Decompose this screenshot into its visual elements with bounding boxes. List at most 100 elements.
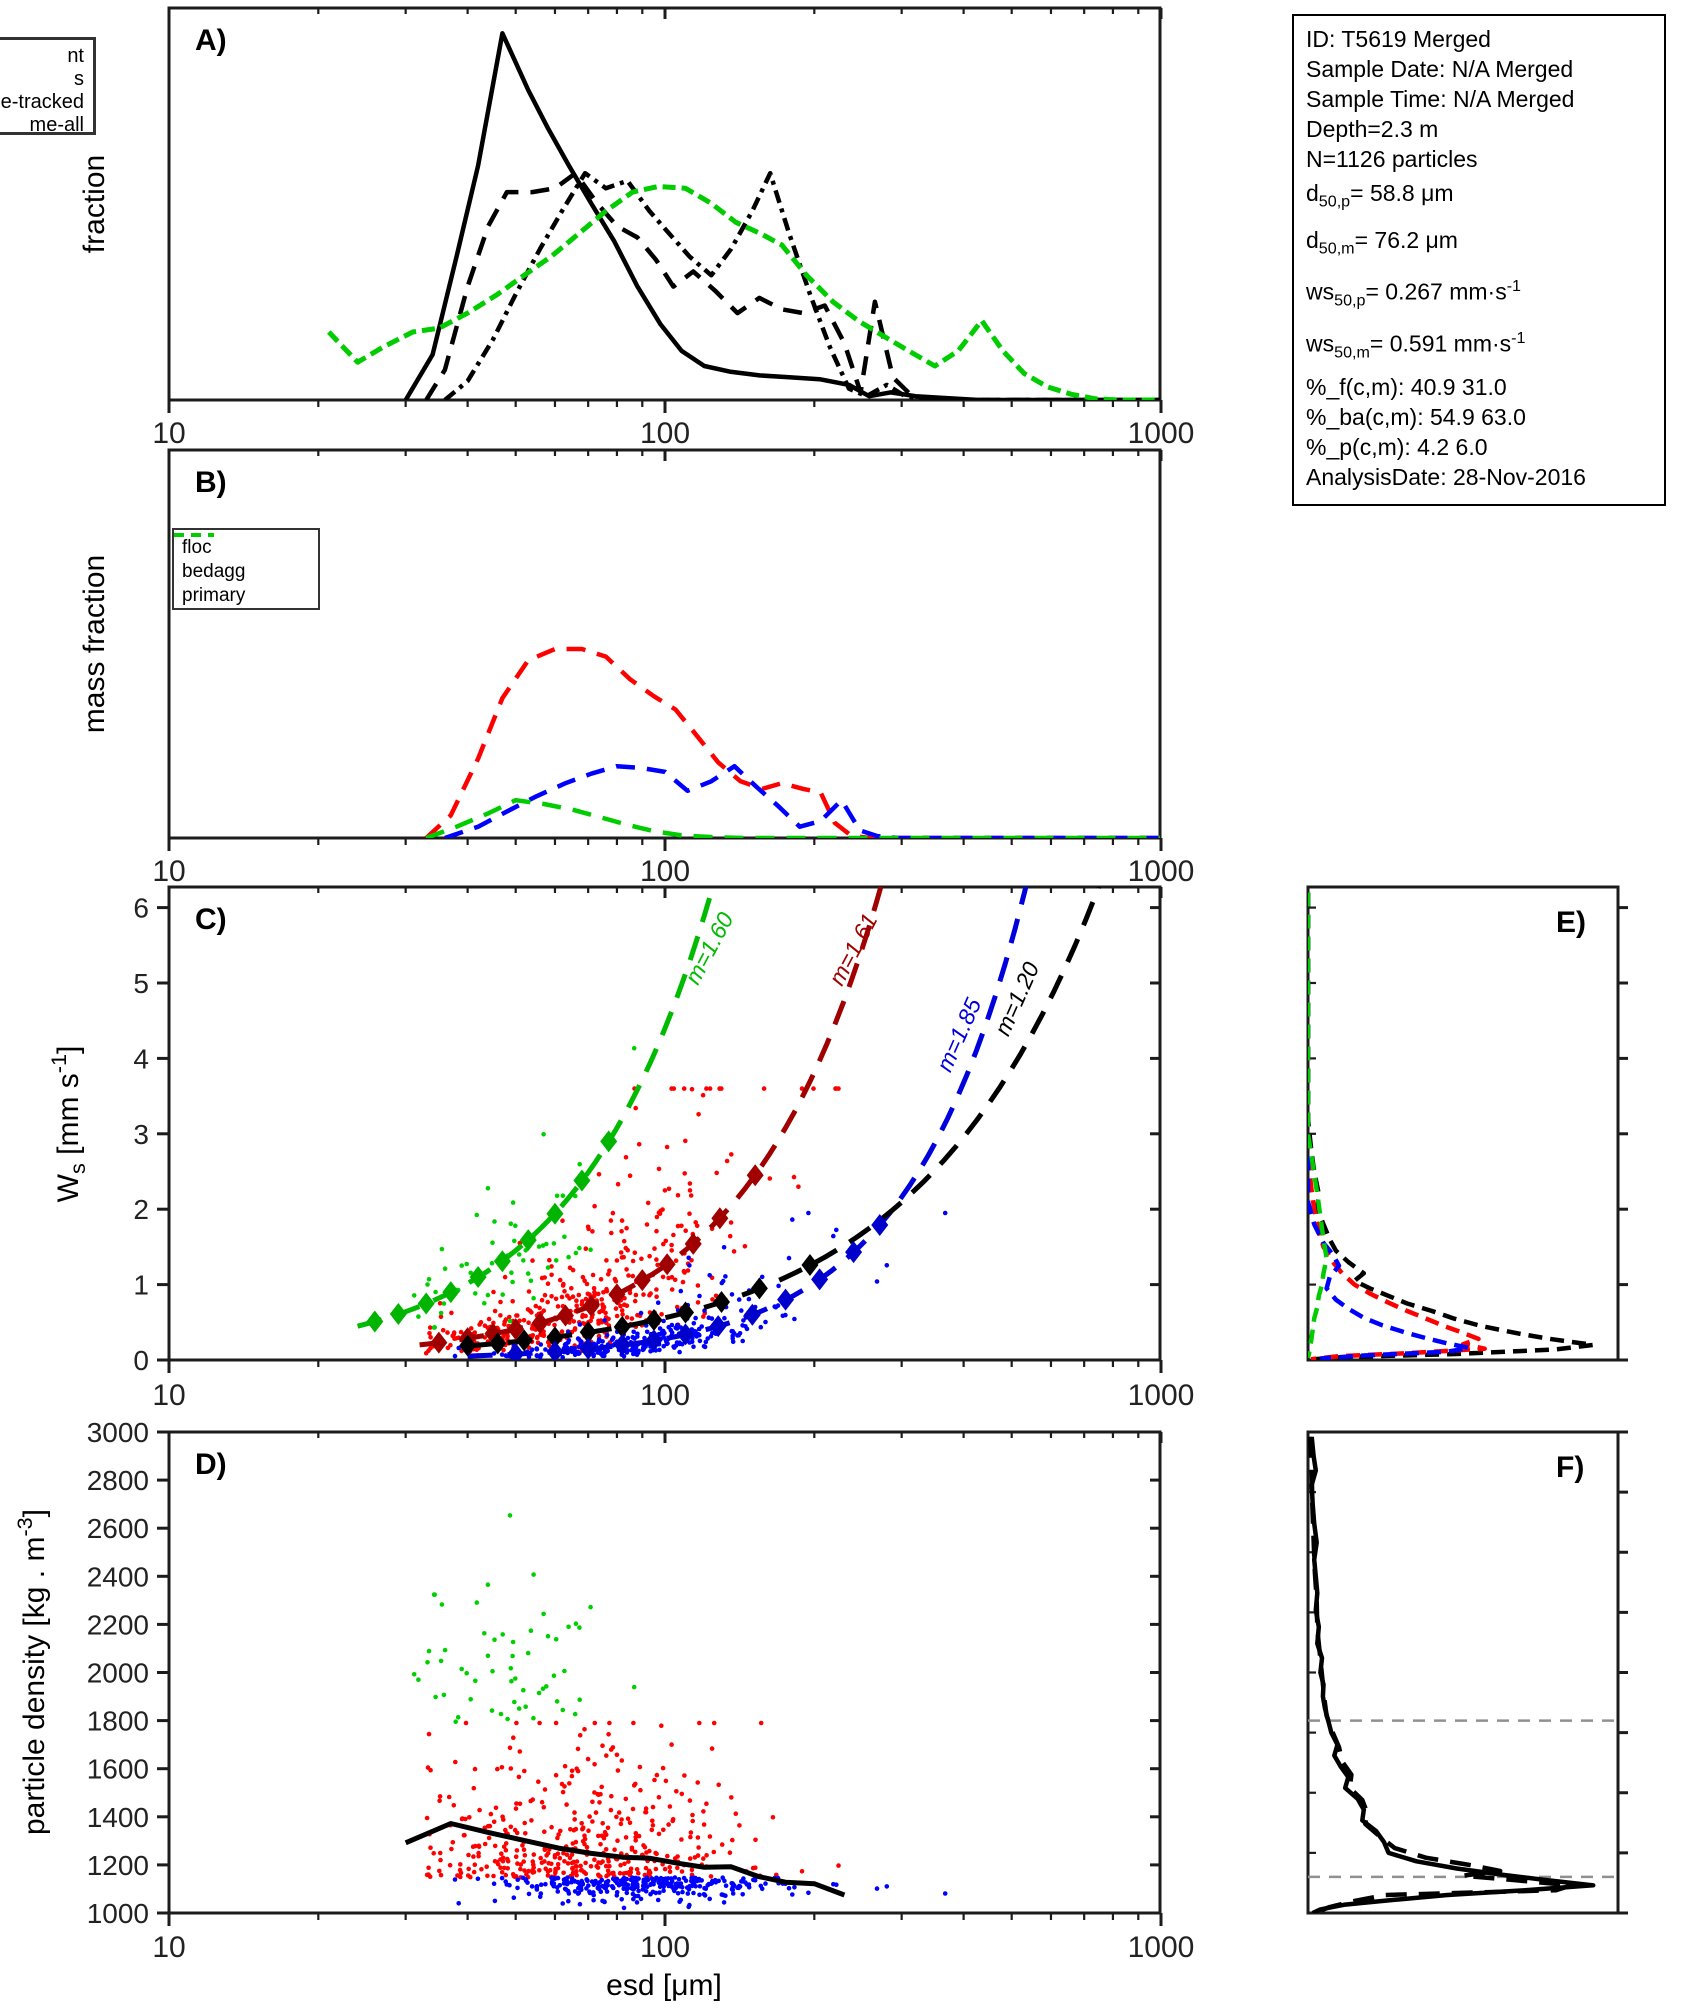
c-dot bbox=[705, 1336, 710, 1341]
c-dot bbox=[654, 1287, 659, 1292]
d-dot bbox=[426, 1865, 431, 1871]
d-dot bbox=[491, 1819, 497, 1825]
d-dot bbox=[520, 1875, 526, 1881]
d-dot bbox=[806, 1890, 811, 1896]
legend-entry-fragment: me-all bbox=[29, 114, 84, 136]
c-dot bbox=[661, 1343, 666, 1349]
c-dot bbox=[609, 1337, 615, 1342]
c-dot bbox=[569, 1286, 574, 1291]
d-dot bbox=[513, 1854, 519, 1859]
c-dot bbox=[579, 1339, 584, 1344]
d-dot bbox=[524, 1872, 529, 1877]
c-dot bbox=[709, 1316, 715, 1321]
c-dot bbox=[512, 1238, 517, 1244]
c-dot bbox=[531, 1295, 536, 1301]
d-dot bbox=[667, 1804, 673, 1809]
d-dot bbox=[425, 1660, 430, 1665]
d-dot bbox=[874, 1886, 880, 1891]
d-dot bbox=[515, 1877, 520, 1882]
d-dot bbox=[564, 1802, 569, 1807]
d-dot bbox=[582, 1833, 587, 1838]
c-dot bbox=[627, 1290, 633, 1296]
d-dot bbox=[539, 1799, 545, 1805]
d-dot bbox=[633, 1838, 638, 1843]
c-dot bbox=[790, 1217, 795, 1222]
c-dot bbox=[577, 1245, 582, 1251]
x-axis-label: esd [μm] bbox=[606, 1969, 722, 2002]
c-dot bbox=[596, 1291, 601, 1297]
c-dot bbox=[575, 1336, 581, 1341]
c-dot bbox=[526, 1320, 531, 1325]
c-dot bbox=[786, 1255, 792, 1261]
d-dot bbox=[603, 1863, 609, 1869]
d-dot bbox=[615, 1838, 620, 1843]
d-dot bbox=[612, 1847, 617, 1852]
d-dot bbox=[596, 1860, 601, 1865]
d-dot bbox=[438, 1658, 444, 1664]
c-dot bbox=[669, 1242, 674, 1248]
d-dot bbox=[687, 1798, 693, 1803]
d-dot bbox=[472, 1843, 478, 1849]
d-dot bbox=[611, 1870, 616, 1876]
d-dot bbox=[584, 1844, 590, 1850]
c-diamond bbox=[677, 1301, 695, 1324]
d-y-tick-label: 1000 bbox=[87, 1898, 149, 1929]
d-dot bbox=[450, 1840, 456, 1845]
c-dot bbox=[613, 1306, 619, 1311]
c-dot bbox=[549, 1272, 554, 1278]
d-dot bbox=[650, 1823, 656, 1828]
d-dot bbox=[617, 1870, 623, 1876]
d-dot bbox=[514, 1848, 520, 1853]
c-dot bbox=[502, 1274, 508, 1280]
c-dot bbox=[687, 1211, 692, 1216]
c-dot bbox=[566, 1254, 571, 1260]
c-dot bbox=[536, 1244, 542, 1249]
d-dot bbox=[652, 1777, 657, 1783]
d-dot bbox=[689, 1867, 695, 1873]
c-dot bbox=[574, 1298, 579, 1303]
d-dot bbox=[558, 1828, 563, 1834]
c-dot bbox=[499, 1352, 505, 1357]
d-dot bbox=[709, 1880, 715, 1886]
c-dot bbox=[602, 1353, 607, 1359]
d-dot bbox=[655, 1897, 661, 1903]
d-dot bbox=[447, 1862, 453, 1868]
c-dot bbox=[530, 1258, 535, 1263]
d-dot bbox=[431, 1592, 437, 1597]
info-line: Depth=2.3 m bbox=[1306, 116, 1439, 142]
c-diamond bbox=[811, 1268, 829, 1291]
c-dot bbox=[521, 1317, 527, 1323]
d-dot bbox=[624, 1876, 629, 1882]
c-diamond bbox=[507, 1318, 525, 1341]
d-dot bbox=[572, 1711, 578, 1717]
c-diamond bbox=[556, 1304, 574, 1327]
d-dot bbox=[543, 1881, 548, 1887]
c-dot bbox=[559, 1329, 565, 1334]
c-dot bbox=[663, 1238, 669, 1244]
d-dot bbox=[643, 1809, 649, 1815]
d-dot bbox=[619, 1880, 625, 1885]
c-dot bbox=[647, 1253, 652, 1259]
d-dot bbox=[670, 1818, 675, 1824]
d-dot bbox=[560, 1901, 565, 1906]
c-diamond bbox=[845, 1241, 863, 1264]
d-dot bbox=[574, 1864, 579, 1869]
c-dot bbox=[514, 1313, 519, 1318]
c-diamond bbox=[489, 1332, 507, 1355]
d-dot bbox=[615, 1768, 621, 1773]
d-dot bbox=[684, 1885, 690, 1890]
c-dot bbox=[625, 1247, 630, 1253]
d-dot bbox=[691, 1890, 696, 1896]
d-dot bbox=[557, 1855, 563, 1861]
c-dot bbox=[491, 1351, 497, 1356]
c-dot bbox=[942, 1210, 948, 1216]
d-dot bbox=[508, 1766, 514, 1771]
c-fit-primary bbox=[356, 887, 716, 1329]
c-fit-all bbox=[467, 887, 1102, 1349]
d-dot bbox=[508, 1666, 514, 1671]
d-dot bbox=[599, 1784, 604, 1790]
d-dot bbox=[449, 1846, 454, 1852]
c-dot bbox=[431, 1325, 437, 1330]
c-dot bbox=[746, 1296, 752, 1302]
d-dot bbox=[592, 1720, 598, 1726]
